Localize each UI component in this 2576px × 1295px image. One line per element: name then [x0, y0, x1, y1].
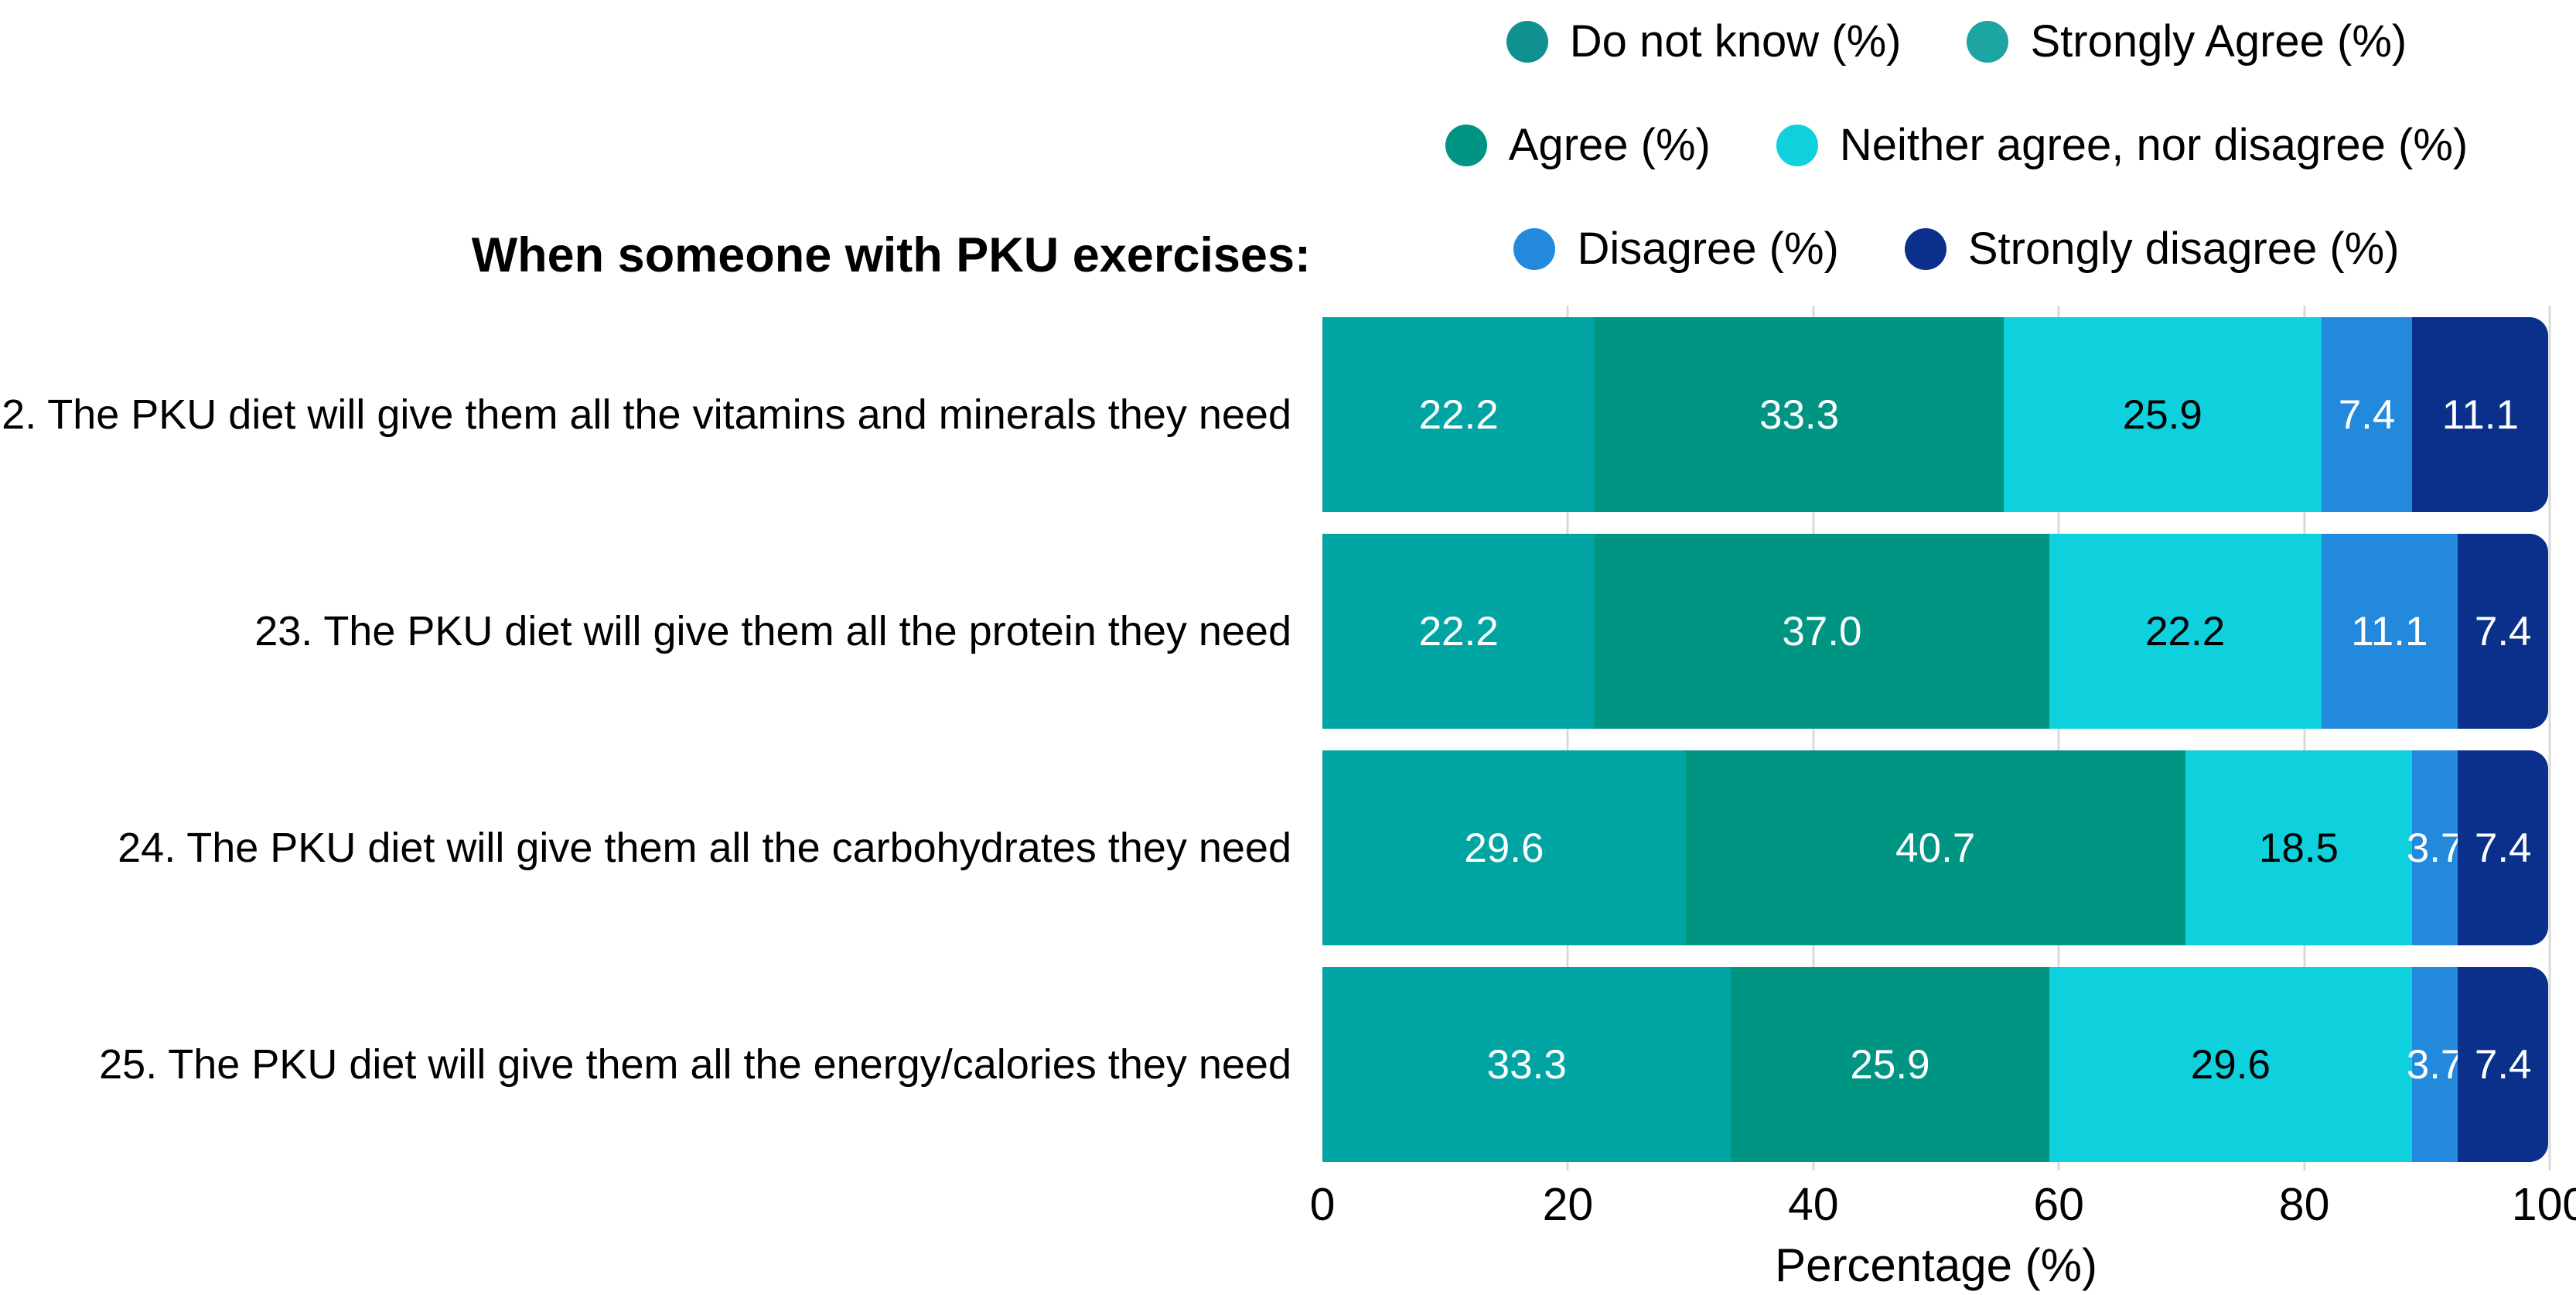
- bar-segment-strongly_disagree: 7.4: [2457, 534, 2549, 729]
- bar-row-label: 25. The PKU diet will give them all the …: [99, 1040, 1291, 1088]
- legend-label: Strongly Agree (%): [2030, 16, 2407, 67]
- x-tick-0: 0: [1309, 1179, 1336, 1230]
- do_not_know-color-dot-icon: [1506, 21, 1548, 63]
- x-tick-100: 100: [2511, 1179, 2576, 1230]
- x-tick-60: 60: [2033, 1179, 2085, 1230]
- gridline-20: [1566, 306, 1569, 1170]
- legend-label: Neither agree, nor disagree (%): [1839, 120, 2469, 170]
- bar-segment-strongly_disagree: 11.1: [2412, 317, 2549, 512]
- x-axis-title: Percentage (%): [1775, 1239, 2097, 1291]
- bar-segment-agree: 40.7: [1685, 750, 2185, 945]
- legend-row: Disagree (%) Strongly disagree (%): [1513, 214, 2400, 285]
- disagree-color-dot-icon: [1513, 228, 1556, 270]
- legend-label: Strongly disagree (%): [1967, 224, 2400, 274]
- legend-item-neither: Neither agree, nor disagree (%): [1776, 123, 2468, 168]
- bar-track: 33.3 25.9 29.6 3.7 7.4: [1322, 967, 2550, 1162]
- bar-segment-neither: 22.2: [2049, 534, 2322, 729]
- bar-segment-agree: 25.9: [1731, 967, 2049, 1162]
- strongly_agree-color-dot-icon: [1967, 21, 2009, 63]
- legend-item-strongly_agree: Strongly Agree (%): [1967, 19, 2407, 64]
- gridline-60: [2057, 306, 2060, 1170]
- bar-segment-neither: 25.9: [2003, 317, 2322, 512]
- legend-label: Agree (%): [1508, 120, 1711, 170]
- x-tick-80: 80: [2278, 1179, 2330, 1230]
- bar-track: 22.2 37.0 22.2 11.1 7.4: [1322, 534, 2550, 729]
- bar-segment-strongly_disagree: 7.4: [2457, 967, 2549, 1162]
- strongly_disagree-color-dot-icon: [1904, 228, 1947, 270]
- bar-segment-strongly_disagree: 7.4: [2457, 750, 2549, 945]
- bar-segment-agree: 37.0: [1595, 534, 2049, 729]
- bar-segment-strongly_agree: 33.3: [1322, 967, 1732, 1162]
- legend-item-disagree: Disagree (%): [1513, 224, 1839, 274]
- chart-title: When someone with PKU exercises:: [471, 228, 1311, 282]
- bar-row-label: 24. The PKU diet will give them all the …: [118, 824, 1291, 871]
- x-tick-40: 40: [1787, 1179, 1839, 1230]
- bar-segment-strongly_agree: 29.6: [1322, 750, 1686, 945]
- bar-track: 29.6 40.7 18.5 3.7 7.4: [1322, 750, 2550, 945]
- legend-row: Agree (%) Neither agree, nor disagree (%): [1445, 110, 2468, 181]
- gridlines: [1322, 306, 2551, 1170]
- x-tick-20: 20: [1542, 1179, 1594, 1230]
- bar-segment-neither: 29.6: [2049, 967, 2413, 1162]
- gridline-100: [2548, 306, 2551, 1170]
- legend-row: Do not know (%) Strongly Agree (%): [1506, 6, 2407, 77]
- bar-row-label: 22. The PKU diet will give them all the …: [0, 391, 1291, 438]
- legend-item-do_not_know: Do not know (%): [1506, 16, 1902, 67]
- legend-item-strongly_disagree: Strongly disagree (%): [1904, 224, 2400, 274]
- legend-label: Do not know (%): [1569, 16, 1902, 67]
- bar-row-label: 23. The PKU diet will give them all the …: [254, 607, 1291, 654]
- bar-segment-neither: 18.5: [2185, 750, 2413, 945]
- agree-color-dot-icon: [1445, 125, 1487, 166]
- bar-segment-strongly_agree: 22.2: [1322, 317, 1595, 512]
- x-axis-ticks: 0 20 40 60 80 100: [1310, 1179, 2576, 1236]
- legend: Do not know (%) Strongly Agree (%) Agree (…: [1338, 6, 2575, 285]
- bar-segment-disagree: 7.4: [2321, 317, 2413, 512]
- legend-item-agree: Agree (%): [1445, 123, 1711, 168]
- gridline-80: [2303, 306, 2306, 1170]
- gridline-40: [1812, 306, 1815, 1170]
- bar-segment-disagree: 11.1: [2321, 534, 2458, 729]
- legend-label: Disagree (%): [1577, 224, 1839, 274]
- bar-segment-agree: 33.3: [1595, 317, 2004, 512]
- bar-track: 22.2 33.3 25.9 7.4 11.1: [1322, 317, 2550, 512]
- bar-segment-disagree: 3.7: [2407, 967, 2463, 1162]
- bar-segment-disagree: 3.7: [2407, 750, 2463, 945]
- bar-segment-strongly_agree: 22.2: [1322, 534, 1595, 729]
- neither-color-dot-icon: [1776, 125, 1818, 166]
